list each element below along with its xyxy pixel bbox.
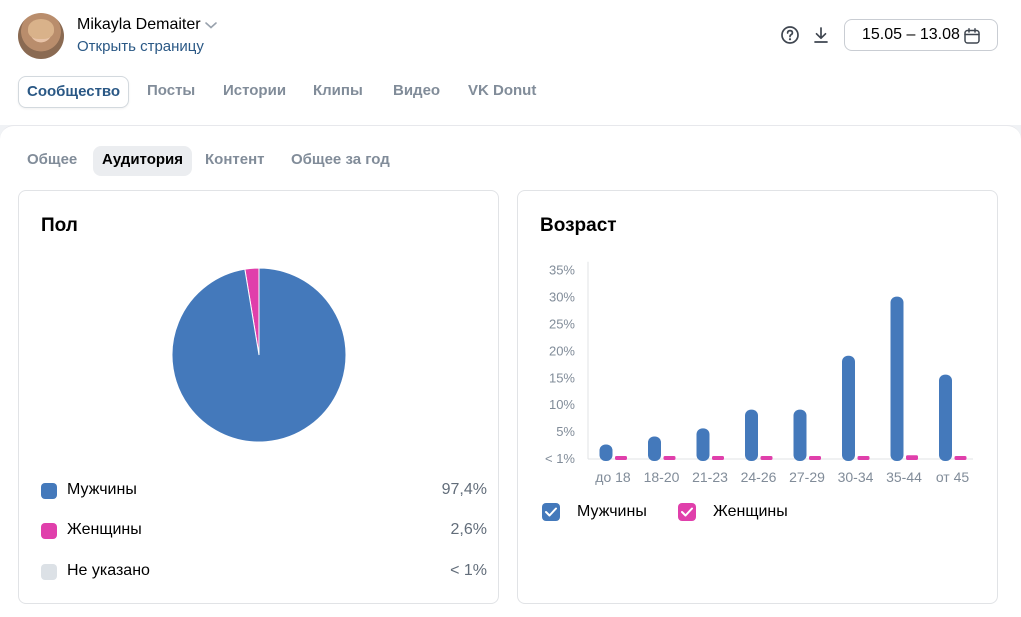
chevron-down-icon[interactable]	[204, 19, 218, 31]
date-range-text: 15.05 – 13.08	[862, 26, 960, 43]
y-tick-label: 5%	[556, 424, 575, 439]
legend-swatch-unknown	[41, 564, 57, 580]
legend-label-female: Женщины	[67, 521, 142, 538]
open-page-link[interactable]: Открыть страницу	[77, 38, 204, 55]
y-tick-label: 30%	[549, 290, 575, 305]
legend-swatch-female	[41, 523, 57, 539]
tab-posts[interactable]: Посты	[147, 82, 196, 99]
subtab-yearly[interactable]: Общее за год	[291, 151, 390, 168]
legend-row-male: Мужчины 97,4%	[41, 481, 487, 501]
legend-row-female: Женщины 2,6%	[41, 521, 487, 541]
bar-female-3	[760, 456, 773, 460]
bar-female-2	[712, 456, 724, 460]
subtab-audience[interactable]: Аудитория	[93, 146, 192, 176]
user-name[interactable]: Mikayla Demaiter	[77, 16, 201, 33]
bar-female-7	[954, 456, 967, 460]
x-tick-label: 35-44	[886, 469, 922, 485]
subtab-content[interactable]: Контент	[205, 151, 265, 168]
gender-pie-chart	[171, 267, 347, 443]
bar-male-1	[648, 436, 661, 461]
y-tick-label: 35%	[549, 263, 575, 278]
content-panel: Общее Аудитория Контент Общее за год Пол…	[0, 125, 1021, 617]
x-tick-label: до 18	[595, 469, 631, 485]
bar-male-7	[939, 374, 952, 461]
x-tick-label: 21-23	[692, 469, 728, 485]
legend-swatch-male	[41, 483, 57, 499]
age-legend-label-male: Мужчины	[577, 503, 647, 520]
check-icon	[545, 507, 557, 517]
avatar[interactable]	[18, 13, 64, 59]
x-tick-label: 18-20	[644, 469, 680, 485]
bar-female-6	[906, 455, 918, 460]
tab-clips[interactable]: Клипы	[313, 82, 363, 99]
age-bar-chart: < 1% 5% 10% 15% 20% 25% 30% 35% до 18 18-20 21-23 2…	[545, 261, 973, 485]
bar-male-6	[890, 296, 904, 461]
download-icon[interactable]	[810, 24, 832, 46]
tab-community[interactable]: Сообщество	[18, 76, 130, 108]
checkbox-male[interactable]	[542, 503, 560, 521]
bar-male-2	[696, 428, 710, 461]
legend-value-unknown: < 1%	[450, 562, 487, 579]
age-legend-label-female: Женщины	[713, 503, 788, 520]
help-icon[interactable]	[779, 24, 801, 46]
gender-card: Пол Мужчины 97,4% Женщины 2,6% Не указан…	[18, 190, 499, 604]
y-tick-label: 15%	[549, 370, 575, 385]
age-card: Возраст < 1% 5% 10% 15% 20% 25% 30% 35% до 18 18-…	[517, 190, 998, 604]
subtab-general[interactable]: Общее	[27, 151, 78, 168]
y-tick-label: < 1%	[545, 451, 575, 466]
y-tick-label: 20%	[549, 343, 575, 358]
tab-stories[interactable]: Истории	[223, 82, 287, 99]
x-tick-label: 24-26	[741, 469, 777, 485]
bar-male-5	[842, 355, 855, 461]
bar-female-1	[663, 456, 676, 460]
bar-female-0	[615, 456, 627, 460]
check-icon	[681, 507, 693, 517]
bar-male-3	[745, 409, 758, 461]
top-bar: Mikayla Demaiter Открыть страницу 15.05 …	[0, 0, 1021, 125]
gender-title: Пол	[41, 215, 78, 236]
checkbox-female[interactable]	[678, 503, 696, 521]
x-tick-label: от 45	[936, 469, 970, 485]
bar-male-0	[599, 444, 613, 461]
age-title: Возраст	[540, 215, 617, 236]
bar-female-4	[809, 456, 821, 460]
legend-label-male: Мужчины	[67, 481, 137, 498]
y-tick-label: 10%	[549, 397, 575, 412]
bar-male-4	[793, 409, 807, 461]
x-tick-label: 30-34	[838, 469, 874, 485]
y-tick-label: 25%	[549, 317, 575, 332]
pie-slice-male	[171, 267, 347, 443]
legend-label-unknown: Не указано	[67, 562, 150, 579]
date-range-picker[interactable]: 15.05 – 13.08	[844, 19, 998, 51]
tab-video[interactable]: Видео	[393, 82, 441, 99]
legend-value-male: 97,4%	[441, 481, 487, 498]
legend-value-female: 2,6%	[450, 521, 487, 538]
tab-vk-donut[interactable]: VK Donut	[468, 82, 537, 99]
bar-female-5	[857, 456, 870, 460]
calendar-icon	[964, 28, 980, 44]
legend-row-unknown: Не указано < 1%	[41, 562, 487, 582]
x-tick-label: 27-29	[789, 469, 825, 485]
